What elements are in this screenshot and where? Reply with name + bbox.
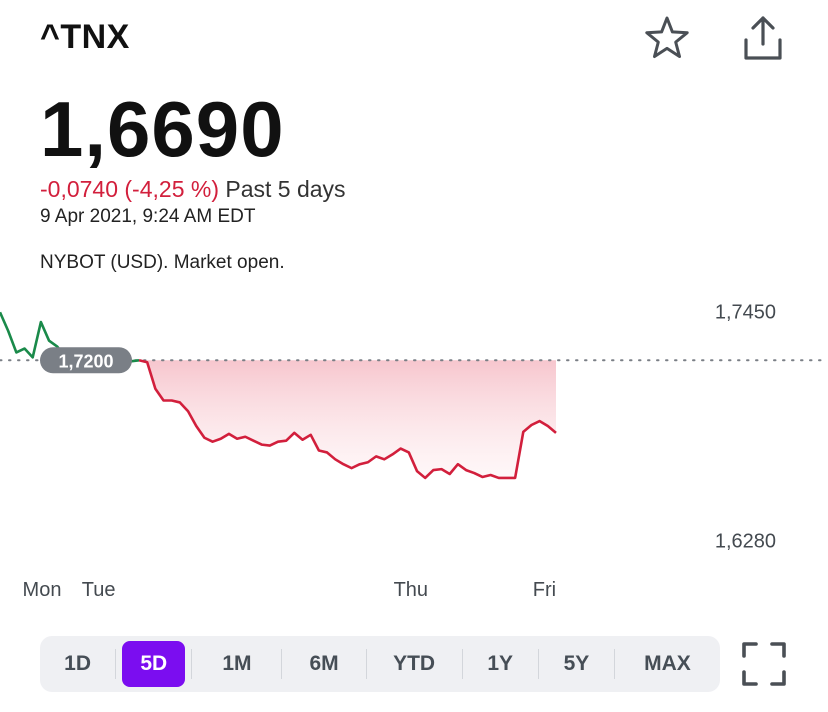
- exchange-status: NYBOT (USD). Market open.: [40, 252, 285, 273]
- range-separator: [365, 649, 367, 679]
- quote-timestamp: 9 Apr 2021, 9:24 AM EDT: [40, 206, 256, 227]
- previous-close-label: 1,7200: [58, 351, 113, 371]
- range-tab-label: 5Y: [563, 652, 590, 675]
- fullscreen-icon[interactable]: [740, 640, 788, 688]
- current-price: 1,6690: [40, 85, 285, 173]
- range-separator: [115, 649, 117, 679]
- ticker-symbol: ^TNX: [40, 18, 130, 56]
- range-tab-label: 5D: [122, 641, 186, 687]
- range-tab-5d[interactable]: 5D: [116, 636, 191, 692]
- range-selector: 1D 5D 1M 6M YTD 1Y 5Y MAX: [40, 636, 720, 692]
- negative-area-fill: [139, 360, 556, 478]
- previous-close-badge: 1,7200: [40, 347, 132, 374]
- range-tab-label: 1D: [64, 652, 92, 675]
- price-change: -0,0740 (-4,25 %): [40, 176, 219, 202]
- range-tab-label: YTD: [393, 652, 436, 675]
- range-separator: [281, 649, 283, 679]
- share-icon[interactable]: [738, 14, 788, 64]
- range-separator: [191, 649, 193, 679]
- range-tab-ytd[interactable]: YTD: [367, 636, 462, 692]
- y-tick-label: 1,7450: [715, 301, 776, 323]
- range-tab-label: 1M: [222, 652, 252, 675]
- range-separator: [614, 649, 615, 679]
- price-chart[interactable]: 1,7200 1,7450 1,6280 Mon Tue Thu Fri: [0, 295, 828, 615]
- range-tab-1y[interactable]: 1Y: [463, 636, 538, 692]
- range-tab-6m[interactable]: 6M: [282, 636, 365, 692]
- range-tab-1d[interactable]: 1D: [40, 636, 115, 692]
- x-tick-label: Fri: [533, 579, 556, 601]
- x-tick-label: Mon: [23, 579, 62, 601]
- range-tab-max[interactable]: MAX: [615, 636, 720, 692]
- star-icon[interactable]: [642, 14, 692, 64]
- change-period: Past 5 days: [225, 176, 346, 202]
- x-tick-label: Thu: [394, 579, 428, 601]
- series-line-negative: [138, 359, 557, 480]
- badge-background: [40, 347, 132, 374]
- range-tab-label: 1Y: [487, 652, 514, 675]
- range-tab-1m[interactable]: 1M: [192, 636, 281, 692]
- range-tab-label: 6M: [309, 652, 339, 675]
- y-tick-label: 1,6280: [715, 531, 776, 553]
- x-tick-label: Tue: [82, 579, 116, 601]
- change-line: -0,0740 (-4,25 %) Past 5 days: [40, 176, 346, 203]
- range-separator: [461, 649, 463, 679]
- range-tab-label: MAX: [644, 652, 691, 675]
- range-separator: [537, 649, 539, 679]
- range-tab-5y[interactable]: 5Y: [539, 636, 614, 692]
